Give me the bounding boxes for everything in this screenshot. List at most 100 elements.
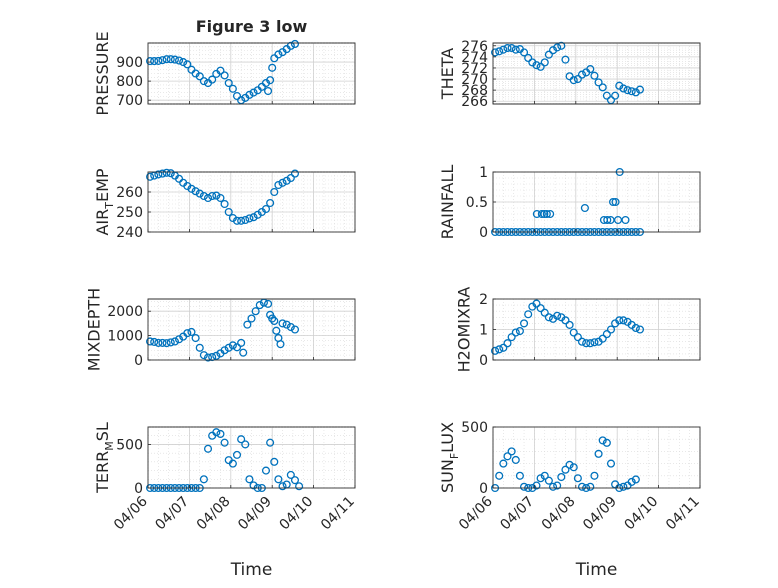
data-point bbox=[580, 203, 589, 213]
y-axis-label: RAINFALL bbox=[438, 165, 457, 240]
data-point bbox=[565, 460, 574, 469]
data-point bbox=[203, 193, 213, 203]
data-point bbox=[203, 444, 213, 453]
data-point bbox=[602, 91, 611, 100]
data-point bbox=[507, 43, 516, 53]
data-point bbox=[154, 56, 163, 65]
data-point bbox=[577, 70, 587, 79]
data-point bbox=[278, 482, 287, 491]
data-point bbox=[286, 41, 295, 50]
data-point bbox=[175, 56, 184, 65]
data-point bbox=[286, 173, 295, 183]
data-point bbox=[499, 45, 508, 54]
data-point bbox=[540, 58, 549, 67]
y-axis-label: MIXDEPTH bbox=[84, 288, 103, 371]
x-tick-label: 04/07 bbox=[152, 494, 192, 534]
data-point bbox=[170, 337, 179, 346]
data-series bbox=[491, 41, 645, 105]
axes-box bbox=[147, 426, 356, 489]
y-tick-label: 500 bbox=[116, 437, 143, 453]
data-point bbox=[290, 476, 300, 485]
data-point bbox=[290, 39, 300, 49]
data-point bbox=[264, 299, 273, 308]
y-axis-label: AIRTEMP bbox=[93, 168, 116, 235]
data-point bbox=[150, 57, 159, 66]
data-point bbox=[241, 440, 250, 449]
data-point bbox=[195, 189, 204, 198]
data-point bbox=[286, 323, 295, 332]
x-tick-label: 04/09 bbox=[580, 494, 620, 534]
data-point bbox=[179, 58, 188, 67]
data-point bbox=[154, 338, 163, 347]
data-point bbox=[524, 310, 533, 319]
data-point bbox=[220, 438, 229, 447]
data-point bbox=[590, 471, 599, 480]
subplot-terr-msl: 0 500 04/06 04/07 04/08 04/09 04/10 04/11 Time TE… bbox=[93, 422, 358, 580]
data-point bbox=[150, 337, 159, 346]
data-point bbox=[519, 482, 529, 491]
data-point bbox=[565, 320, 574, 329]
y-tick-label: 266 bbox=[461, 94, 488, 110]
data-point bbox=[602, 330, 611, 339]
data-point bbox=[237, 338, 246, 347]
data-point bbox=[162, 168, 171, 177]
y-tick-label: 0 bbox=[479, 481, 488, 497]
data-point bbox=[499, 459, 508, 468]
data-point bbox=[175, 335, 184, 344]
data-point bbox=[187, 327, 196, 336]
data-point bbox=[249, 88, 258, 97]
data-point bbox=[561, 465, 570, 474]
data-point bbox=[270, 187, 279, 197]
data-series bbox=[491, 299, 645, 355]
y-tick-label: 250 bbox=[116, 205, 143, 221]
data-point bbox=[503, 339, 512, 348]
data-point bbox=[220, 199, 229, 209]
data-point bbox=[166, 338, 175, 347]
data-point bbox=[232, 343, 242, 352]
data-point bbox=[532, 299, 541, 308]
data-point bbox=[561, 316, 570, 325]
data-point bbox=[166, 55, 175, 64]
data-point bbox=[276, 340, 285, 349]
data-point bbox=[247, 314, 256, 323]
subplot-sun-flux: 0 500 04/06 04/07 04/08 04/09 04/10 04/11 Time SU… bbox=[438, 420, 703, 580]
data-point bbox=[195, 72, 204, 81]
data-point bbox=[170, 55, 179, 64]
data-point bbox=[187, 184, 196, 193]
y-tick-label: 240 bbox=[116, 225, 143, 241]
data-point bbox=[619, 482, 628, 491]
data-point bbox=[573, 333, 582, 342]
data-point bbox=[282, 320, 291, 329]
data-series bbox=[146, 298, 300, 362]
major-grid bbox=[492, 43, 701, 104]
data-point bbox=[532, 61, 541, 70]
x-axis-label: Time bbox=[230, 560, 273, 580]
data-point bbox=[524, 53, 533, 63]
data-point bbox=[212, 351, 221, 360]
data-point bbox=[606, 325, 616, 334]
data-point bbox=[264, 86, 273, 96]
data-point bbox=[623, 86, 632, 95]
data-point bbox=[627, 87, 636, 96]
data-point bbox=[491, 48, 500, 57]
data-point bbox=[557, 41, 566, 50]
x-tick-label: 04/06 bbox=[456, 493, 496, 533]
data-point bbox=[536, 62, 545, 71]
data-point bbox=[569, 76, 578, 85]
y-tick-label: 1 bbox=[479, 323, 488, 339]
data-point bbox=[544, 313, 553, 322]
axes-box bbox=[147, 171, 356, 233]
data-point bbox=[208, 353, 217, 362]
data-point bbox=[266, 198, 275, 208]
data-point bbox=[590, 338, 599, 347]
data-point bbox=[590, 71, 599, 80]
x-tick-label: 04/06 bbox=[111, 493, 151, 533]
x-tick-label: 04/08 bbox=[539, 494, 579, 534]
data-point bbox=[216, 66, 225, 75]
data-point bbox=[573, 74, 582, 84]
data-point bbox=[606, 215, 615, 225]
data-point bbox=[606, 459, 616, 468]
y-tick-label: 0 bbox=[479, 225, 488, 241]
data-point bbox=[237, 96, 246, 105]
